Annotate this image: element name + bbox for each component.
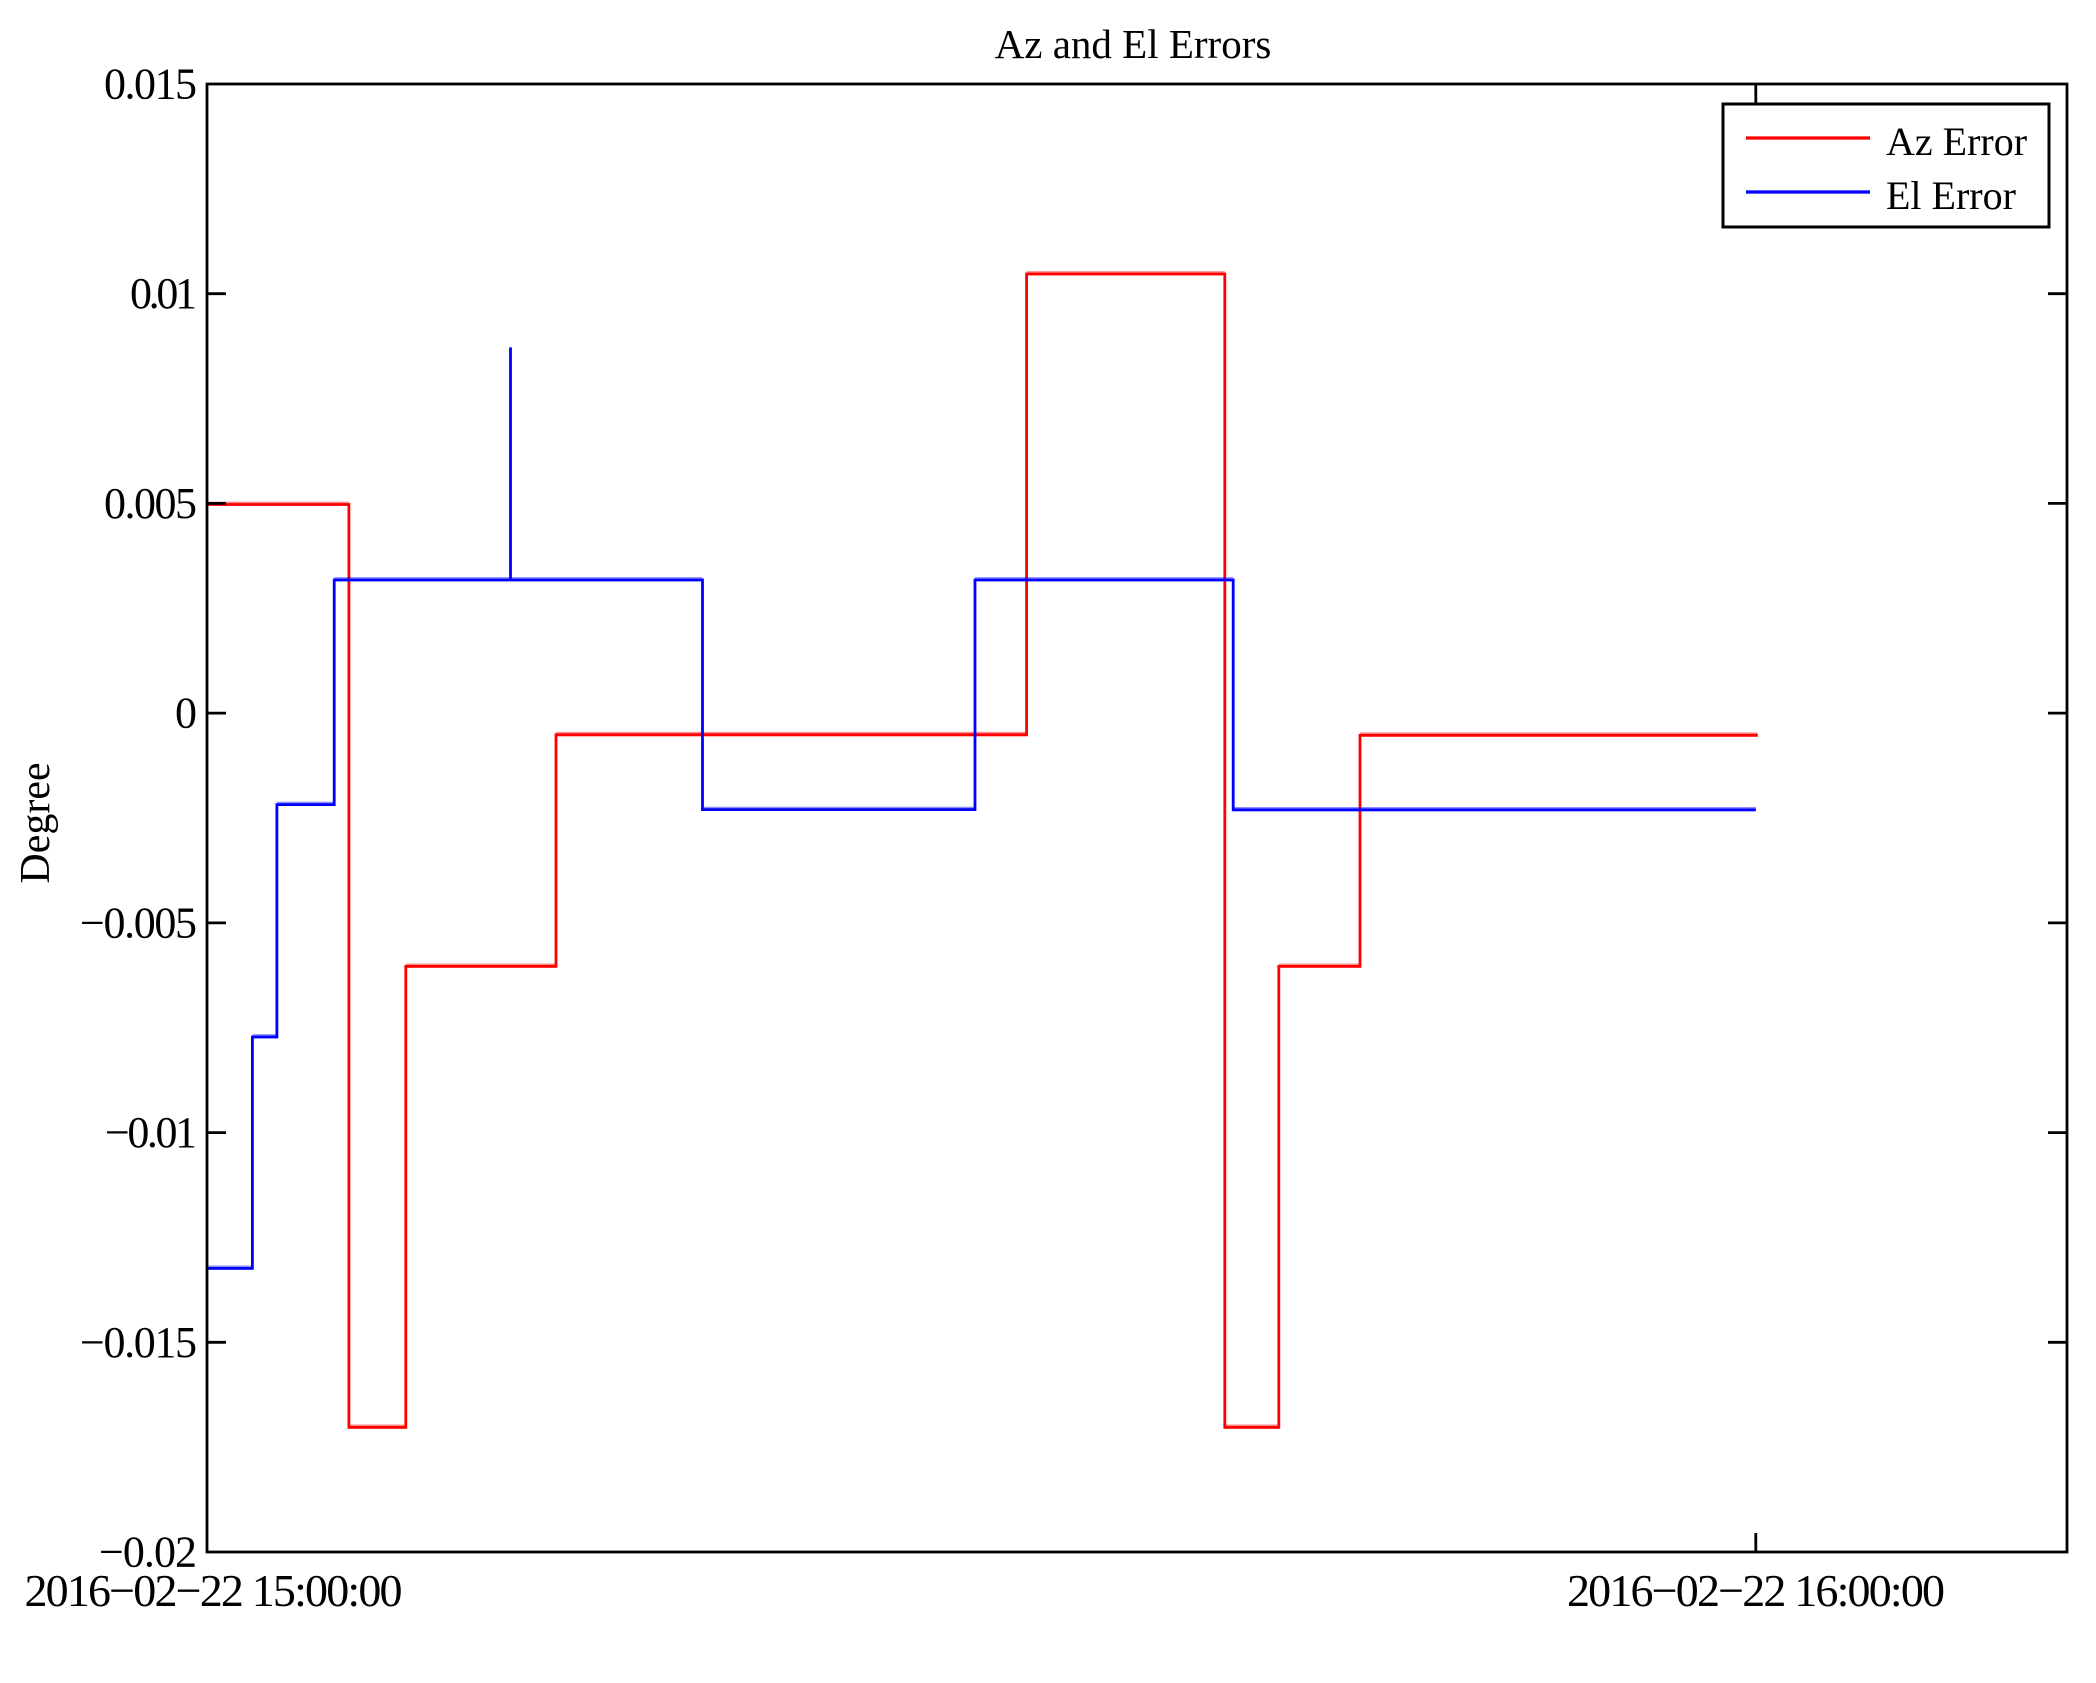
svg-text:0.015: 0.015 [104, 60, 197, 109]
svg-text:0.01: 0.01 [130, 269, 197, 318]
svg-text:−0.005: −0.005 [80, 898, 197, 947]
svg-text:0.005: 0.005 [104, 479, 197, 528]
svg-text:Degree: Degree [13, 762, 59, 883]
svg-text:2016−02−22 16:00:00: 2016−02−22 16:00:00 [1567, 1565, 1945, 1616]
svg-text:−0.02: −0.02 [99, 1528, 197, 1577]
svg-text:Az Error: Az Error [1886, 119, 2027, 164]
svg-text:−0.015: −0.015 [80, 1318, 197, 1367]
svg-text:El Error: El Error [1886, 173, 2016, 218]
svg-text:0: 0 [175, 689, 197, 738]
svg-text:−0.01: −0.01 [105, 1108, 197, 1157]
svg-text:Az and El Errors: Az and El Errors [995, 21, 1272, 67]
svg-text:2016−02−22 15:00:00: 2016−02−22 15:00:00 [25, 1565, 403, 1616]
